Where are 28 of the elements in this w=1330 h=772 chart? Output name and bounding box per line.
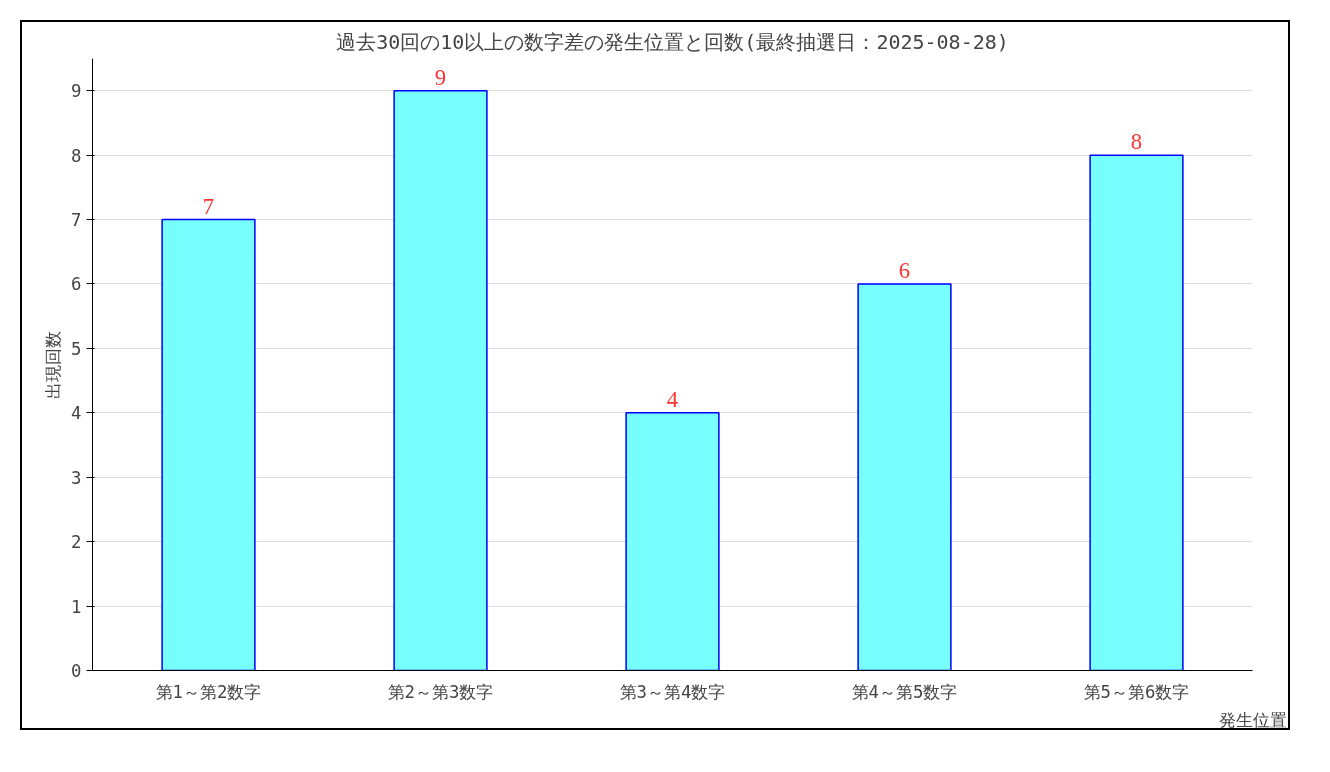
y-tick-label: 4: [71, 403, 82, 424]
y-tick-label: 8: [71, 145, 82, 166]
x-tick-label: 第3～第4数字: [619, 681, 726, 702]
y-tick-label: 9: [71, 81, 82, 102]
data-label: 7: [202, 193, 215, 219]
bar: [625, 412, 720, 671]
x-axis-title: 発生位置: [1218, 709, 1287, 730]
x-tick-label: 第5～第6数字: [1083, 681, 1190, 702]
bar: [857, 283, 952, 671]
data-label: 8: [1130, 129, 1143, 155]
y-tick-label: 1: [71, 596, 82, 617]
y-tick-label: 3: [71, 467, 82, 488]
x-tick-label: 第1～第2数字: [155, 681, 262, 702]
data-label: 9: [434, 64, 447, 90]
x-tick-label: 第2～第3数字: [387, 681, 494, 702]
y-tick-label: 2: [71, 532, 82, 553]
data-label: 4: [666, 386, 679, 412]
y-axis-title: 出現回数: [43, 330, 64, 399]
y-tick-label: 7: [71, 210, 82, 231]
y-tick-label: 5: [71, 338, 82, 359]
x-tick-label: 第4～第5数字: [851, 681, 958, 702]
y-tick-label: 0: [71, 661, 82, 681]
chart-title: 過去30回の10以上の数字差の発生位置と回数(最終抽選日：2025-08-28): [336, 29, 1009, 54]
bar: [161, 218, 256, 671]
bar: [1089, 154, 1184, 671]
y-tick-label: 6: [71, 274, 82, 295]
data-label: 6: [898, 257, 911, 283]
bar: [393, 89, 488, 671]
